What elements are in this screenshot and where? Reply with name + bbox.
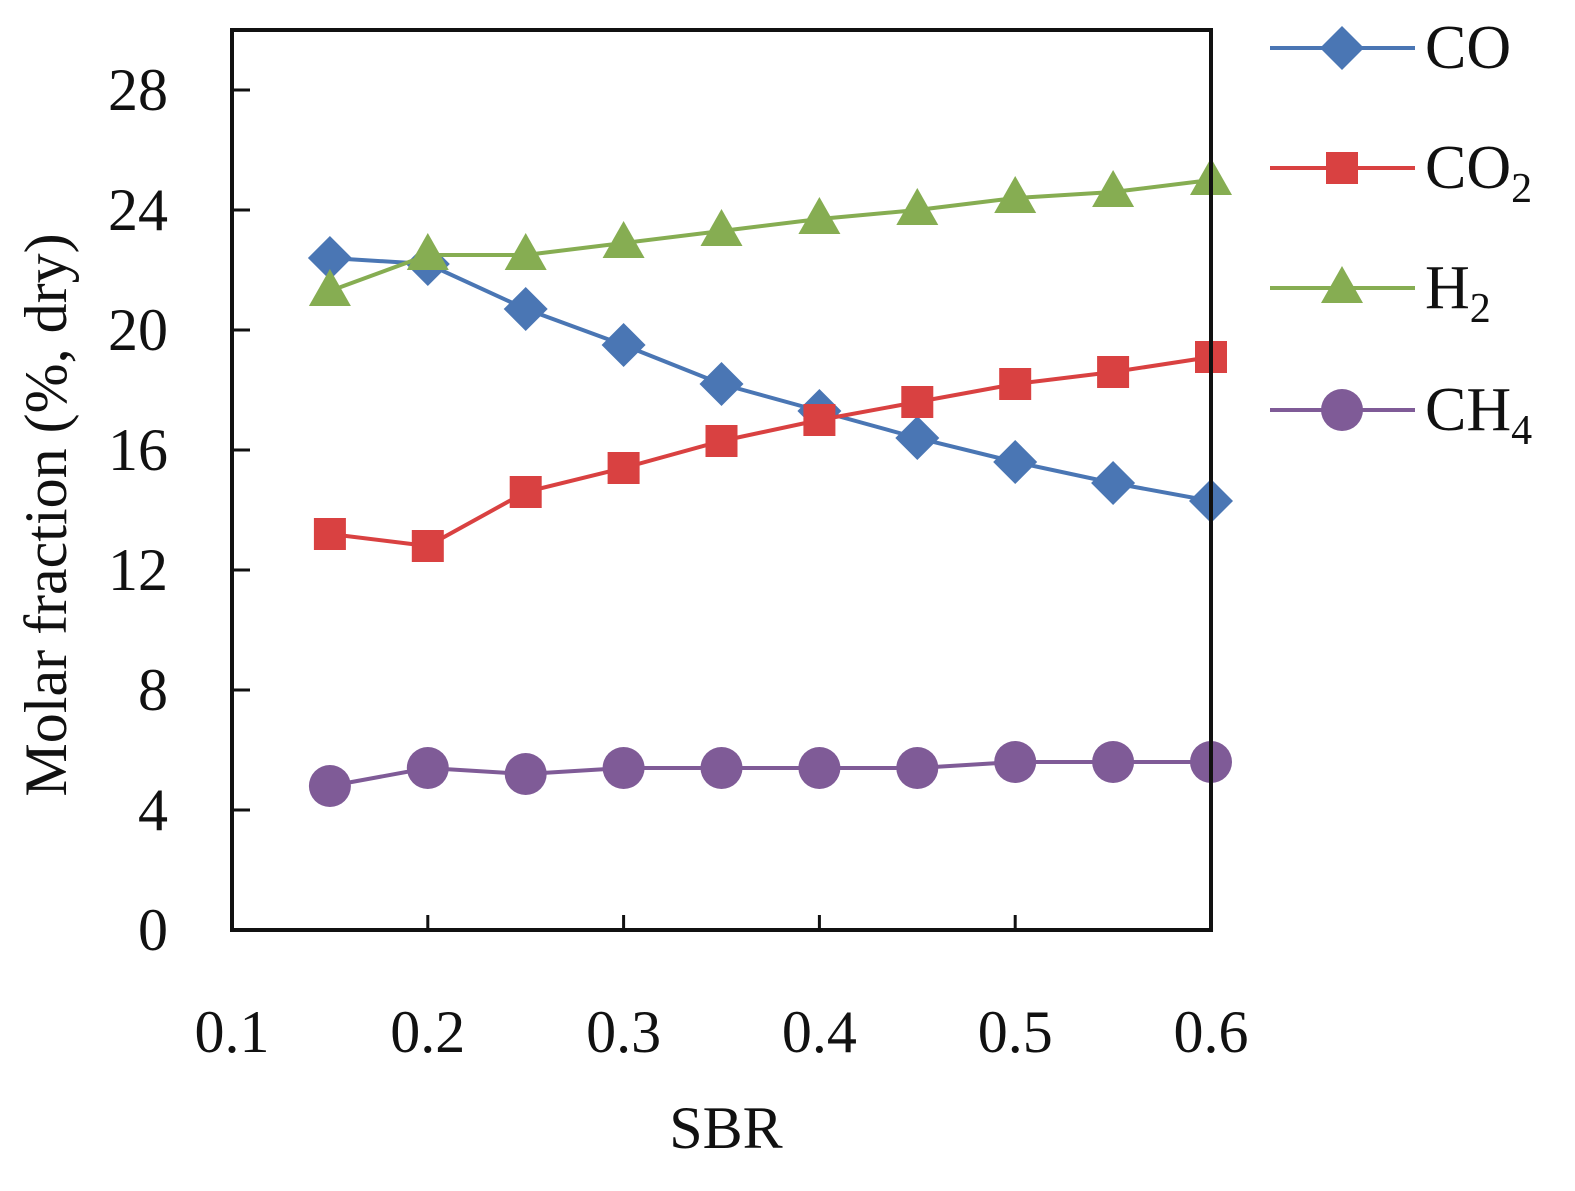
data-point-co <box>993 440 1038 484</box>
y-tick-label: 28 <box>108 57 168 123</box>
y-tick-label: 24 <box>108 177 168 243</box>
data-point-h2 <box>700 209 743 246</box>
y-tick-label: 8 <box>138 657 168 723</box>
data-point-h2 <box>406 233 449 270</box>
series-co2 <box>313 341 1227 562</box>
data-point-ch4 <box>994 741 1037 783</box>
y-tick-label: 20 <box>108 297 168 363</box>
series-line-co2 <box>329 355 1212 549</box>
data-point-h2 <box>1092 170 1135 207</box>
data-point-h2 <box>798 197 841 234</box>
y-tick-label: 0 <box>138 897 168 963</box>
x-axis-title: SBR <box>669 1095 782 1161</box>
data-point-h2 <box>602 221 645 258</box>
series-ch4 <box>308 741 1232 807</box>
data-point-ch4 <box>406 747 449 789</box>
data-point-h2 <box>504 233 547 270</box>
data-point-co2 <box>607 452 640 484</box>
data-point-ch4 <box>308 765 351 807</box>
data-point-co2 <box>803 404 836 436</box>
legend-marker-ch4 <box>1321 389 1363 431</box>
series-line-co <box>329 256 1212 503</box>
series-line-ch4 <box>329 760 1211 788</box>
x-tick-label: 0.2 <box>390 999 465 1065</box>
legend-item-ch4: CH4 <box>1270 376 1532 454</box>
data-point-co <box>307 236 352 280</box>
y-axis-title: Molar fraction (%, dry) <box>13 233 79 796</box>
ticks-layer: 0.1 0.2 0.3 0.4 0.5 0.6 0 4 8 12 16 20 24 28 <box>108 57 1249 1065</box>
series-co <box>307 236 1233 523</box>
data-point-co <box>1091 461 1136 505</box>
data-point-co <box>503 287 548 331</box>
x-tick-label: 0.4 <box>782 999 857 1065</box>
legend-item-h2: H2 <box>1270 254 1491 332</box>
legend-marker-co2 <box>1326 152 1358 184</box>
legend-marker-co <box>1320 26 1364 70</box>
data-point-co <box>699 362 744 406</box>
data-point-h2 <box>994 176 1037 213</box>
x-tick-label: 0.5 <box>978 999 1053 1065</box>
data-point-co2 <box>411 530 444 562</box>
x-tick-label: 0.3 <box>586 999 661 1065</box>
series-layer <box>307 158 1233 807</box>
legend-item-co: CO <box>1270 14 1511 82</box>
y-tick-label: 16 <box>108 417 168 483</box>
y-tick-label: 12 <box>108 537 168 603</box>
legend-marker-h2 <box>1321 266 1363 303</box>
data-point-co2 <box>901 386 934 418</box>
legend-label-co2: CO2 <box>1425 134 1532 212</box>
legend: CO CO2 H2 CH4 <box>1270 14 1532 454</box>
data-point-co2 <box>509 476 542 508</box>
legend-label-h2: H2 <box>1425 254 1491 332</box>
data-point-ch4 <box>504 753 547 795</box>
series-h2 <box>308 158 1232 306</box>
legend-label-co: CO <box>1425 14 1511 82</box>
plot-frame <box>230 28 1213 932</box>
legend-label-ch4: CH4 <box>1425 376 1532 454</box>
data-point-co <box>895 416 940 460</box>
data-point-co <box>601 323 646 367</box>
y-tick-label: 4 <box>138 777 168 843</box>
legend-item-co2: CO2 <box>1270 134 1532 212</box>
data-point-co2 <box>705 425 738 457</box>
series-line-h2 <box>329 178 1212 293</box>
data-point-ch4 <box>798 747 841 789</box>
data-point-co2 <box>1097 356 1130 388</box>
data-point-h2 <box>308 269 351 306</box>
data-point-ch4 <box>896 747 939 789</box>
data-point-ch4 <box>1092 741 1135 783</box>
data-point-co2 <box>313 518 346 550</box>
data-point-h2 <box>896 188 939 225</box>
data-point-co2 <box>999 368 1032 400</box>
x-tick-label: 0.6 <box>1174 999 1249 1065</box>
x-tick-label: 0.1 <box>195 999 270 1065</box>
data-point-ch4 <box>602 747 645 789</box>
data-point-ch4 <box>700 747 743 789</box>
